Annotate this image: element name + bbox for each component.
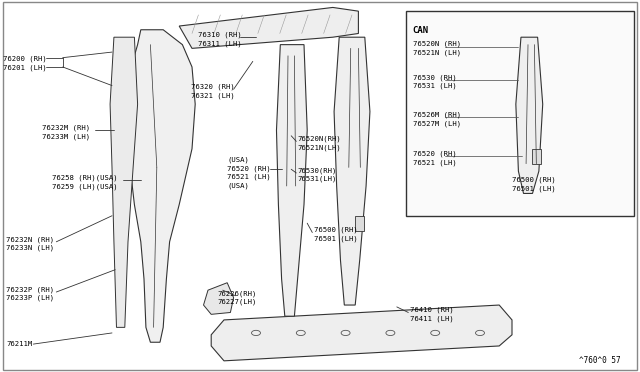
Polygon shape [276, 45, 307, 316]
Polygon shape [110, 37, 138, 327]
Polygon shape [334, 37, 370, 305]
Text: 76226(RH)
76227(LH): 76226(RH) 76227(LH) [218, 290, 257, 305]
Text: 76320 (RH)
76321 (LH): 76320 (RH) 76321 (LH) [191, 84, 234, 99]
Text: 76310 (RH)
76311 (LH): 76310 (RH) 76311 (LH) [198, 32, 242, 46]
Polygon shape [355, 216, 364, 231]
Text: 76530(RH)
76531(LH): 76530(RH) 76531(LH) [298, 167, 337, 182]
Text: 76211M: 76211M [6, 341, 33, 347]
Text: 76232P (RH)
76233P (LH): 76232P (RH) 76233P (LH) [6, 286, 54, 301]
Text: 76232N (RH)
76233N (LH): 76232N (RH) 76233N (LH) [6, 236, 54, 251]
Text: 76232M (RH)
76233M (LH): 76232M (RH) 76233M (LH) [42, 125, 90, 140]
Bar [406, 11, 634, 216]
Text: (USA)
76520 (RH)
76521 (LH)
(USA): (USA) 76520 (RH) 76521 (LH) (USA) [227, 157, 271, 189]
Text: 76520 (RH)
76521 (LH): 76520 (RH) 76521 (LH) [413, 151, 456, 166]
Polygon shape [516, 37, 543, 193]
Polygon shape [204, 283, 234, 314]
Text: CAN: CAN [413, 26, 429, 35]
Text: 76520N(RH)
76521N(LH): 76520N(RH) 76521N(LH) [298, 136, 341, 151]
Text: 76520N (RH)
76521N (LH): 76520N (RH) 76521N (LH) [413, 41, 461, 56]
Polygon shape [179, 7, 358, 48]
Text: 76410 (RH)
76411 (LH): 76410 (RH) 76411 (LH) [410, 307, 453, 322]
Polygon shape [532, 149, 541, 164]
Polygon shape [211, 305, 512, 361]
Text: 76258 (RH)(USA)
76259 (LH)(USA): 76258 (RH)(USA) 76259 (LH)(USA) [52, 175, 118, 190]
Text: 76530 (RH)
76531 (LH): 76530 (RH) 76531 (LH) [413, 74, 456, 89]
Polygon shape [127, 30, 195, 342]
Text: ^760^0 57: ^760^0 57 [579, 356, 621, 365]
Text: 76526M (RH)
76527M (LH): 76526M (RH) 76527M (LH) [413, 112, 461, 126]
Text: 76200 (RH)
76201 (LH): 76200 (RH) 76201 (LH) [3, 56, 47, 71]
Text: 76500 (RH)
76501 (LH): 76500 (RH) 76501 (LH) [314, 227, 357, 242]
Text: 76500 (RH)
76501 (LH): 76500 (RH) 76501 (LH) [512, 177, 556, 192]
